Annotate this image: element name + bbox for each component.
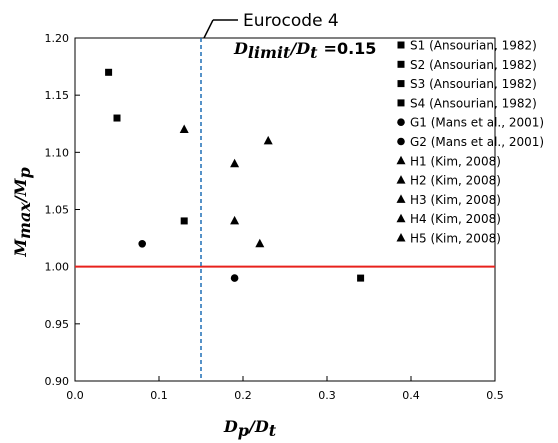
legend-marker-square	[397, 41, 405, 49]
axis-ticks: 0.0 0.1 0.2 0.3 0.4 0.5 0.90 0.95 1.00 1.05 1.10 1.…	[45, 32, 504, 402]
y-tick-label: 1.20	[45, 32, 70, 45]
data-point-triangle	[179, 124, 189, 133]
data-point-square	[180, 217, 188, 225]
legend-label: S1 (Ansourian, 1982)	[410, 39, 537, 53]
annotation-arrow-head	[203, 19, 214, 39]
legend-marker-triangle	[396, 175, 406, 184]
legend-marker-square	[397, 80, 405, 88]
legend-marker-triangle	[396, 194, 406, 203]
data-point-square	[357, 274, 365, 282]
data-point-circle	[230, 274, 239, 282]
legend-label: G2 (Mans et al., 2001)	[410, 135, 544, 149]
legend-label: H2 (Kim, 2008)	[410, 174, 501, 188]
x-tick-label: 0.2	[234, 389, 252, 402]
data-point-triangle	[263, 135, 273, 145]
data-point-circle	[138, 240, 146, 248]
y-tick-label: 1.15	[45, 89, 70, 102]
x-axis-title: Dp/Dt	[223, 417, 277, 440]
data-point-triangle	[230, 215, 240, 225]
legend-marker-triangle	[396, 213, 406, 223]
data-point-square	[105, 68, 113, 76]
legend: S1 (Ansourian, 1982) S2 (Ansourian, 1982)…	[396, 39, 544, 246]
x-tick-label: 0.0	[66, 389, 84, 402]
x-tick-label: 0.5	[486, 389, 504, 402]
legend-label: H1 (Kim, 2008)	[410, 154, 501, 168]
x-tick-label: 0.3	[318, 389, 336, 402]
x-tick-label: 0.1	[150, 389, 168, 402]
y-axis-title: Mmax/Mp	[11, 167, 34, 257]
legend-label: G1 (Mans et al., 2001)	[410, 116, 544, 130]
reference-lines	[75, 38, 495, 381]
data-point-triangle	[255, 238, 265, 248]
legend-marker-triangle	[396, 233, 406, 242]
y-tick-label: 0.95	[45, 318, 70, 331]
legend-marker-triangle	[396, 155, 406, 165]
data-point-triangle	[230, 158, 240, 168]
legend-label: S2 (Ansourian, 1982)	[410, 58, 537, 72]
data-points	[105, 68, 365, 282]
legend-label: H3 (Kim, 2008)	[410, 193, 501, 207]
annotation-limit: Dlimit/Dt =0.15	[233, 39, 376, 62]
legend-label: S4 (Ansourian, 1982)	[410, 96, 537, 110]
y-tick-label: 0.90	[45, 375, 70, 388]
legend-marker-circle	[397, 137, 405, 146]
data-point-square	[113, 114, 121, 122]
legend-label: S3 (Ansourian, 1982)	[410, 77, 537, 91]
legend-marker-square	[397, 99, 405, 107]
y-tick-label: 1.05	[45, 204, 70, 217]
y-tick-label: 1.00	[45, 261, 70, 274]
annotation-eurocode: Eurocode 4	[243, 11, 339, 31]
legend-label: H4 (Kim, 2008)	[410, 212, 501, 226]
legend-marker-circle	[397, 118, 405, 126]
legend-label: H5 (Kim, 2008)	[410, 232, 501, 246]
legend-marker-square	[397, 60, 405, 68]
x-tick-label: 0.4	[402, 389, 420, 402]
plot-area	[74, 37, 496, 382]
y-tick-label: 1.10	[45, 146, 70, 159]
